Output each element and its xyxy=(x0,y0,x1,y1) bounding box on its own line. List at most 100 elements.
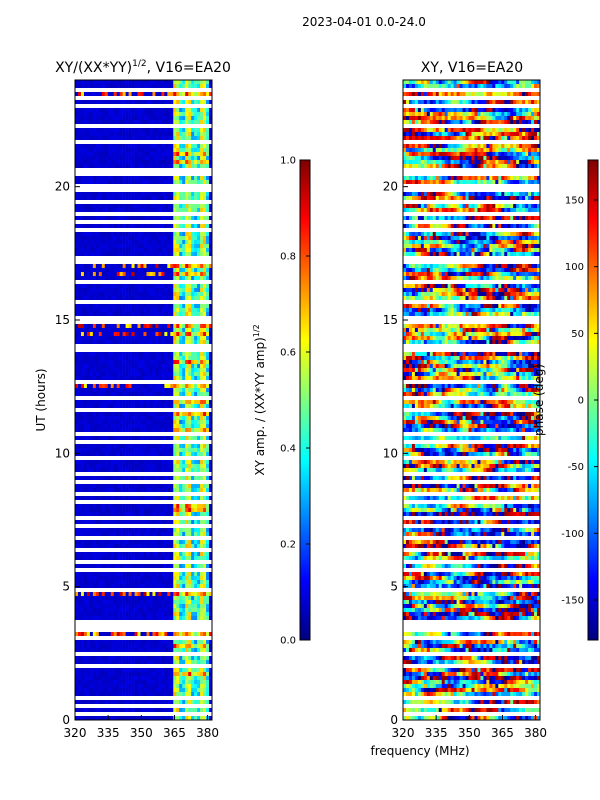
amp-heatmap-cell xyxy=(101,216,106,220)
amp-heatmap-cell xyxy=(125,672,129,676)
amp-heatmap-cell xyxy=(152,648,156,652)
amp-heatmap-cell xyxy=(80,600,85,604)
amp-heatmap-cell xyxy=(128,268,132,272)
amp-heatmap-cell xyxy=(191,468,195,472)
amp-heatmap-cell xyxy=(110,540,115,544)
amp-heatmap-cell xyxy=(92,496,97,500)
amp-heatmap-cell xyxy=(131,376,135,380)
amp-heatmap-cell xyxy=(119,596,123,600)
amp-heatmap-cell xyxy=(203,572,207,576)
amp-heatmap-cell xyxy=(185,600,189,604)
amp-heatmap-cell xyxy=(83,520,88,524)
amp-heatmap-cell xyxy=(182,236,186,240)
amp-heatmap-cell xyxy=(167,484,171,488)
amp-heatmap-cell xyxy=(146,224,150,228)
amp-heatmap-cell xyxy=(104,444,109,448)
amp-heatmap-cell xyxy=(101,604,106,608)
amp-heatmap-cell xyxy=(83,292,88,296)
amp-heatmap-cell xyxy=(98,292,103,296)
amp-heatmap-cell xyxy=(194,136,198,140)
amp-heatmap-cell xyxy=(131,148,135,152)
amp-heatmap-cell xyxy=(200,484,204,488)
amp-heatmap-cell xyxy=(77,608,82,612)
amp-heatmap-cell xyxy=(101,268,106,272)
amp-heatmap-cell xyxy=(152,312,156,316)
amp-heatmap-cell xyxy=(98,592,103,596)
amp-heatmap-cell xyxy=(206,512,210,516)
amp-heatmap-cell xyxy=(119,604,123,608)
amp-heatmap-cell xyxy=(176,388,180,392)
amp-heatmap-cell xyxy=(143,484,147,488)
amp-heatmap-cell xyxy=(95,108,100,112)
amp-heatmap-cell xyxy=(203,540,207,544)
amp-heatmap-cell xyxy=(167,416,171,420)
amp-heatmap-cell xyxy=(134,388,138,392)
amp-heatmap-cell xyxy=(161,136,165,140)
amp-heatmap-cell xyxy=(158,616,162,620)
amp-heatmap-cell xyxy=(173,496,177,500)
amp-heatmap-cell xyxy=(158,244,162,248)
amp-heatmap-cell xyxy=(146,400,150,404)
amp-heatmap-cell xyxy=(143,684,147,688)
amp-heatmap-cell xyxy=(89,412,94,416)
amp-heatmap-cell xyxy=(146,296,150,300)
amp-heatmap-cell xyxy=(206,404,210,408)
amp-heatmap-cell xyxy=(122,444,126,448)
amp-heatmap-cell xyxy=(104,508,109,512)
amp-heatmap-cell xyxy=(191,268,195,272)
amp-heatmap-cell xyxy=(143,176,147,180)
amp-heatmap-cell xyxy=(134,404,138,408)
amp-heatmap-cell xyxy=(185,236,189,240)
amp-heatmap-cell xyxy=(161,672,165,676)
amp-heatmap-cell xyxy=(89,484,94,488)
amp-heatmap-cell xyxy=(125,688,129,692)
amp-heatmap-cell xyxy=(125,656,129,660)
amp-heatmap-cell xyxy=(110,684,115,688)
amp-heatmap-cell xyxy=(149,436,153,440)
amp-heatmap-cell xyxy=(122,660,126,664)
amp-heatmap-cell xyxy=(182,680,186,684)
amp-heatmap-cell xyxy=(86,152,91,156)
amp-heatmap-cell xyxy=(203,264,207,268)
amp-heatmap-cell xyxy=(128,304,132,308)
amp-heatmap-cell xyxy=(107,496,112,500)
amp-heatmap-cell xyxy=(119,360,123,364)
amp-heatmap-cell xyxy=(179,224,183,228)
amp-heatmap-cell xyxy=(185,648,189,652)
amp-heatmap-cell xyxy=(200,612,204,616)
amp-heatmap-cell xyxy=(98,100,103,104)
amp-heatmap-cell xyxy=(101,484,106,488)
amp-heatmap-cell xyxy=(140,676,144,680)
amp-heatmap-cell xyxy=(104,684,109,688)
amp-heatmap-cell xyxy=(128,436,132,440)
amp-heatmap-cell xyxy=(173,376,177,380)
amp-heatmap-cell xyxy=(110,364,115,368)
amp-heatmap-cell xyxy=(167,660,171,664)
amp-heatmap-cell xyxy=(185,436,189,440)
amp-heatmap-cell xyxy=(185,632,189,636)
amp-heatmap-cell xyxy=(149,100,153,104)
amp-heatmap-cell xyxy=(200,284,204,288)
amp-heatmap-cell xyxy=(197,452,201,456)
amp-heatmap-cell xyxy=(203,120,207,124)
amp-heatmap-cell xyxy=(146,264,150,268)
amp-heatmap-cell xyxy=(209,100,213,104)
amp-heatmap-cell xyxy=(95,292,100,296)
amp-heatmap-cell xyxy=(173,420,177,424)
amp-heatmap-cell xyxy=(86,476,91,480)
amp-heatmap-cell xyxy=(119,276,123,280)
amp-heatmap-cell xyxy=(161,528,165,532)
amp-heatmap-cell xyxy=(80,120,85,124)
amp-heatmap-cell xyxy=(173,508,177,512)
amp-heatmap-cell xyxy=(89,120,94,124)
amp-heatmap-cell xyxy=(149,488,153,492)
amp-heatmap-cell xyxy=(176,564,180,568)
amp-heatmap-cell xyxy=(77,632,82,636)
amp-heatmap-cell xyxy=(113,120,117,124)
amp-heatmap-cell xyxy=(110,116,115,120)
amp-heatmap-cell xyxy=(101,156,106,160)
amp-heatmap-cell xyxy=(77,208,82,212)
amp-heatmap-cell xyxy=(182,180,186,184)
amp-heatmap-cell xyxy=(107,436,112,440)
amp-heatmap-cell xyxy=(86,324,91,328)
